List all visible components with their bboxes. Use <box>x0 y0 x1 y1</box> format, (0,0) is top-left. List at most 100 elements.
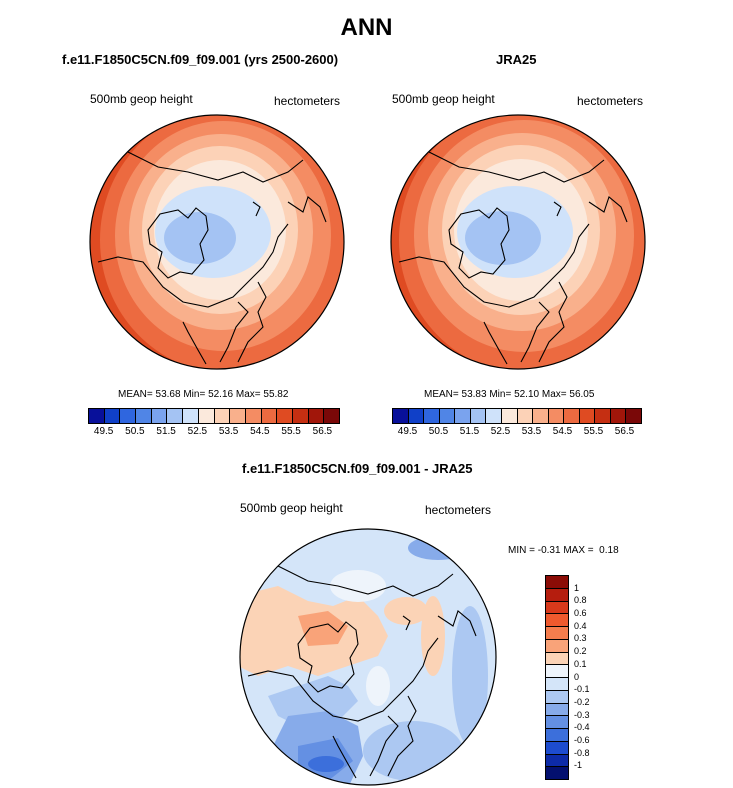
colorbar-swatch <box>546 767 568 779</box>
colorbar-tick-label: 0.6 <box>574 608 587 619</box>
colorbar-swatch <box>548 409 565 423</box>
colorbar-swatch <box>393 409 409 423</box>
colorbar-tick-label: -0.8 <box>574 747 590 758</box>
colorbar-swatch <box>439 409 456 423</box>
colorbar-swatch <box>546 678 568 691</box>
colorbar-tick-label: -1 <box>574 760 583 771</box>
diff-max-label: MAX = <box>563 545 594 556</box>
colorbar-swatch <box>198 409 215 423</box>
colorbar-swatch <box>261 409 278 423</box>
colorbar-swatch <box>292 409 309 423</box>
colorbar-tick-label: 54.5 <box>552 426 573 437</box>
diff-panel-stats: MIN = -0.31 MAX = 0.18 <box>508 545 619 556</box>
colorbar-tick-label: 1 <box>574 582 580 593</box>
diff-colorbar <box>545 575 569 780</box>
colorbar-swatch <box>546 576 568 589</box>
colorbar-tick-label: 0.8 <box>574 595 587 606</box>
right-panel-stats: MEAN= 53.83 Min= 52.10 Max= 56.05 <box>424 389 594 400</box>
diff-min-value: -0.31 <box>537 545 561 556</box>
colorbar-swatch <box>579 409 596 423</box>
colorbar-tick-label: 0.2 <box>574 646 587 657</box>
colorbar-swatch <box>167 409 184 423</box>
colorbar-tick-label: 52.5 <box>490 426 511 437</box>
colorbar-tick-label: 0.4 <box>574 620 587 631</box>
colorbar-swatch <box>533 409 549 423</box>
left-coastlines <box>97 151 327 365</box>
left-mean-label: MEAN= <box>118 389 153 400</box>
right-polar-map <box>390 114 646 370</box>
colorbar-swatch <box>546 754 568 768</box>
colorbar-tick-label: 0.3 <box>574 633 587 644</box>
right-panel-units: hectometers <box>577 94 644 108</box>
colorbar-swatch <box>517 409 534 423</box>
right-colorbar-ticks: 49.5 50.5 51.5 52.5 53.5 54.5 55.5 56.5 <box>392 426 640 440</box>
colorbar-swatch <box>230 409 246 423</box>
diff-panel-units: hectometers <box>425 503 492 517</box>
colorbar-swatch <box>501 409 518 423</box>
colorbar-swatch <box>546 601 568 615</box>
colorbar-tick-label: 53.5 <box>218 426 239 437</box>
left-panel-stats: MEAN= 53.68 Min= 52.16 Max= 55.82 <box>118 389 288 400</box>
colorbar-swatch <box>546 690 568 704</box>
diff-coastlines <box>247 565 477 779</box>
colorbar-swatch <box>610 409 627 423</box>
colorbar-swatch <box>183 409 199 423</box>
colorbar-swatch <box>104 409 121 423</box>
diff-panel-variable: 500mb geop height <box>240 501 343 515</box>
colorbar-swatch <box>546 703 568 717</box>
left-colorbar <box>88 408 340 424</box>
right-panel-variable: 500mb geop height <box>392 92 495 106</box>
colorbar-tick-label: 50.5 <box>125 426 145 437</box>
left-mean-value: 53.68 <box>155 389 181 400</box>
colorbar-swatch <box>424 409 440 423</box>
colorbar-swatch <box>214 409 231 423</box>
left-panel-title: f.e11.F1850C5CN.f09_f09.001 (yrs 2500-26… <box>62 52 339 67</box>
right-mean-value: 53.83 <box>461 389 487 400</box>
right-coastlines <box>398 151 628 365</box>
colorbar-swatch <box>120 409 137 423</box>
right-colorbar <box>392 408 642 424</box>
colorbar-swatch <box>564 409 580 423</box>
colorbar-swatch <box>277 409 293 423</box>
colorbar-swatch <box>408 409 425 423</box>
colorbar-swatch <box>626 409 641 423</box>
left-min-label: Min= <box>183 389 206 400</box>
colorbar-tick-label: 0 <box>574 671 580 682</box>
colorbar-tick-label: 49.5 <box>397 426 418 437</box>
colorbar-tick-label: -0.1 <box>574 684 590 695</box>
right-min-label: Min= <box>489 389 512 400</box>
colorbar-swatch <box>151 409 168 423</box>
colorbar-tick-label: 56.5 <box>614 426 635 437</box>
colorbar-swatch <box>486 409 502 423</box>
diff-panel-title: f.e11.F1850C5CN.f09_f09.001 - JRA25 <box>242 461 473 476</box>
colorbar-swatch <box>455 409 471 423</box>
colorbar-tick-label: -0.3 <box>574 709 590 720</box>
colorbar-swatch <box>245 409 262 423</box>
right-max-label: Max= <box>541 389 567 400</box>
colorbar-swatch <box>136 409 152 423</box>
diff-polar-map <box>239 528 497 786</box>
left-min-value: 52.16 <box>208 389 234 400</box>
colorbar-tick-label: 56.5 <box>312 426 333 437</box>
colorbar-tick-label: 0.1 <box>574 658 587 669</box>
colorbar-swatch <box>595 409 611 423</box>
left-polar-map <box>89 114 345 370</box>
colorbar-tick-label: 55.5 <box>583 426 604 437</box>
left-panel-units: hectometers <box>274 94 341 108</box>
right-panel-title: JRA25 <box>496 52 537 67</box>
diff-min-label: MIN = <box>508 545 535 556</box>
colorbar-tick-label: -0.2 <box>574 696 590 707</box>
colorbar-tick-label: 53.5 <box>521 426 542 437</box>
colorbar-tick-label: 54.5 <box>250 426 270 437</box>
diff-colorbar-ticks: 1 0.8 0.6 0.4 0.3 0.2 0.1 0 -0.1 -0.2 -0.3 -0.4 -0.6… <box>572 575 602 780</box>
diff-max-value: 0.18 <box>599 545 619 556</box>
left-colorbar-ticks: 49.5 50.5 51.5 52.5 53.5 54.5 55.5 56.5 <box>88 426 338 440</box>
colorbar-tick-label: 52.5 <box>187 426 208 437</box>
colorbar-tick-label: 49.5 <box>93 426 114 437</box>
right-max-value: 56.05 <box>569 389 595 400</box>
left-max-value: 55.82 <box>263 389 289 400</box>
colorbar-swatch <box>546 729 568 742</box>
colorbar-swatch <box>89 409 105 423</box>
colorbar-swatch <box>546 652 568 666</box>
colorbar-swatch <box>546 741 568 755</box>
